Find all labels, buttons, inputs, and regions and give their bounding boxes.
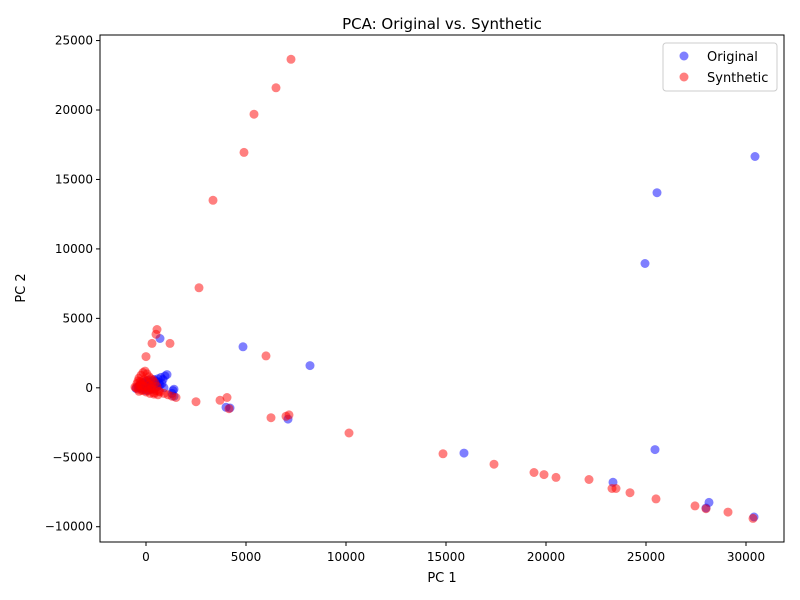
point-synthetic-76: [147, 381, 157, 391]
point-synthetic-12: [191, 397, 201, 407]
x-tick-label: 10000: [327, 550, 365, 564]
point-synthetic-10: [141, 352, 151, 362]
legend-marker-original: [679, 51, 689, 61]
point-synthetic-30: [690, 501, 700, 511]
y-tick-label: 15000: [55, 172, 93, 186]
point-synthetic-3: [239, 147, 249, 157]
points-layer: [130, 54, 760, 523]
x-tick-label: 20000: [527, 550, 565, 564]
point-synthetic-15: [224, 404, 234, 414]
x-axis-title: PC 1: [427, 571, 456, 586]
y-tick-label: −5000: [52, 450, 93, 464]
point-synthetic-31: [701, 504, 711, 514]
point-original-1: [652, 188, 662, 198]
point-original-0: [750, 152, 760, 161]
y-tick-label: 25000: [55, 34, 93, 48]
x-tick-label: 30000: [727, 550, 765, 564]
legend: Original Synthetic: [662, 42, 778, 92]
x-tick-label: 5000: [231, 550, 262, 564]
point-synthetic-27: [611, 484, 621, 493]
point-original-3: [238, 342, 248, 352]
point-synthetic-8: [147, 338, 157, 348]
point-original-52: [158, 375, 168, 384]
point-synthetic-71: [134, 386, 144, 396]
point-synthetic-24: [551, 472, 561, 482]
point-synthetic-7: [151, 329, 161, 339]
point-synthetic-14: [222, 393, 232, 402]
x-axis-ticks: 0 5000 10000 15000 20000 25000 30000: [142, 542, 765, 564]
point-synthetic-16: [266, 413, 276, 423]
point-synthetic-0: [286, 54, 296, 64]
point-synthetic-77: [133, 376, 143, 386]
point-synthetic-19: [344, 428, 354, 438]
point-synthetic-13: [215, 395, 225, 405]
point-synthetic-5: [194, 283, 204, 293]
point-synthetic-29: [651, 494, 661, 504]
point-original-7: [650, 445, 660, 455]
point-original-4: [305, 361, 315, 371]
y-tick-label: 0: [85, 381, 93, 395]
point-original-2: [640, 259, 650, 268]
y-tick-label: 10000: [55, 242, 93, 256]
point-synthetic-22: [529, 468, 539, 477]
point-synthetic-18: [284, 410, 294, 420]
y-tick-label: 20000: [55, 103, 93, 117]
legend-label-synthetic: Synthetic: [707, 71, 768, 86]
point-original-6: [459, 448, 469, 458]
y-axis-title: PC 2: [14, 273, 29, 302]
point-synthetic-23: [539, 470, 549, 480]
point-synthetic-28: [625, 488, 635, 498]
point-synthetic-20: [438, 449, 448, 459]
y-tick-label: 5000: [62, 311, 93, 325]
x-tick-label: 25000: [627, 550, 665, 564]
point-synthetic-2: [249, 109, 259, 119]
y-tick-label: −10000: [45, 520, 93, 534]
chart-title: PCA: Original vs. Synthetic: [342, 15, 542, 33]
point-synthetic-25: [584, 475, 594, 484]
legend-marker-synthetic: [679, 72, 689, 82]
point-synthetic-9: [165, 338, 175, 348]
point-synthetic-33: [748, 513, 758, 523]
y-axis-ticks: −10000 −5000 0 5000 10000 15000 20000 25000: [45, 34, 100, 534]
point-synthetic-11: [261, 351, 271, 361]
point-synthetic-1: [271, 83, 281, 93]
point-synthetic-4: [208, 195, 218, 205]
x-tick-label: 15000: [427, 550, 465, 564]
legend-label-original: Original: [707, 50, 758, 65]
point-synthetic-32: [723, 507, 733, 517]
point-synthetic-21: [489, 459, 499, 469]
legend-box: [662, 42, 778, 92]
x-tick-label: 0: [142, 550, 150, 564]
plot-frame: [99, 34, 785, 543]
